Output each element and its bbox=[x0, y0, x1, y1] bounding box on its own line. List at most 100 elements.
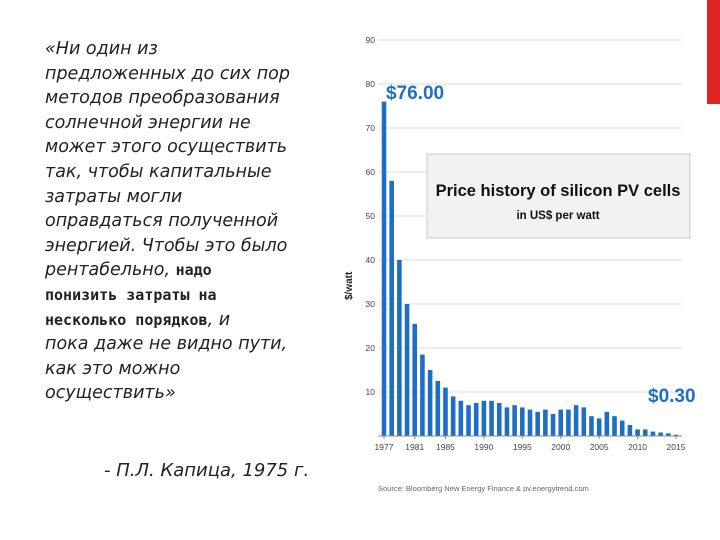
quote-text: осуществить» bbox=[45, 383, 176, 404]
quote-text: «Ни один из bbox=[45, 39, 158, 59]
bar-1988 bbox=[466, 405, 471, 436]
annotation-end-price: $0.30 bbox=[648, 386, 696, 407]
bar-2003 bbox=[581, 407, 587, 436]
quote-line: понизить затраты на bbox=[45, 283, 345, 308]
quote-line: методов преобразования bbox=[45, 86, 345, 111]
x-tick-label: 2010 bbox=[628, 442, 647, 452]
x-tick-label: 2005 bbox=[590, 442, 609, 452]
quote-text: солнечной энергии не bbox=[45, 112, 251, 133]
x-axis-ticks: 1977 1981 1985 1990 1995 2000 2005 2010 2015 bbox=[375, 436, 686, 452]
quote-emphasis: понизить затраты на bbox=[45, 285, 217, 304]
quote-line: несколько порядков, и bbox=[45, 308, 345, 333]
bar-1989 bbox=[473, 403, 479, 436]
bar-1978 bbox=[389, 180, 394, 436]
quote-text: предложенных до сих пор bbox=[45, 63, 290, 84]
quote-text: затраты могли bbox=[45, 186, 183, 207]
bar-1994 bbox=[512, 405, 517, 436]
quote-text: пока даже не видно пути, bbox=[45, 334, 288, 355]
quote-line: так, чтобы капитальные bbox=[45, 160, 345, 185]
quote-text: оправдаться полученной bbox=[45, 211, 279, 232]
quote-text: , и bbox=[207, 309, 231, 330]
bar-1984 bbox=[435, 381, 441, 436]
annotation-start-price: $76.00 bbox=[386, 83, 444, 104]
bar-1987 bbox=[458, 400, 464, 436]
bar-2004 bbox=[589, 416, 594, 436]
chart-title-box: Price history of silicon PV cells in US$… bbox=[426, 153, 691, 239]
quote-text: может этого осуществить bbox=[45, 137, 288, 158]
bar-series bbox=[381, 101, 679, 436]
bar-2001 bbox=[566, 409, 571, 436]
quote-line: предложенных до сих пор bbox=[45, 62, 345, 87]
pv-price-chart: 10 20 30 40 50 60 70 80 90 1977 1981 1985 1990 1995 2… bbox=[344, 35, 696, 493]
bar-2000 bbox=[558, 409, 564, 436]
bar-1990 bbox=[481, 400, 487, 436]
bar-1996 bbox=[527, 409, 533, 436]
quote-line: как это можно bbox=[45, 357, 345, 382]
bar-1980 bbox=[404, 304, 410, 436]
x-tick-label: 1995 bbox=[513, 442, 532, 452]
x-tick-label: 2000 bbox=[551, 442, 570, 452]
bar-1993 bbox=[504, 407, 510, 436]
bar-1998 bbox=[543, 409, 548, 436]
bar-2002 bbox=[573, 405, 579, 436]
bar-2006 bbox=[604, 411, 610, 436]
bar-2005 bbox=[596, 418, 602, 436]
quote-line: затраты могли bbox=[45, 185, 345, 210]
quote-line: оправдаться полученной bbox=[45, 209, 345, 234]
quote-emphasis: надо bbox=[175, 261, 212, 280]
quote-text: энергией. Чтобы это было bbox=[45, 235, 288, 256]
bar-1999 bbox=[550, 414, 556, 436]
quote-text: как это можно bbox=[45, 358, 181, 379]
quote-text: так, чтобы капитальные bbox=[45, 161, 272, 182]
y-axis-label: $/watt bbox=[344, 271, 355, 300]
quote-text: рентабельно, bbox=[45, 260, 176, 281]
bar-1983 bbox=[427, 370, 433, 436]
x-tick-label: 1977 bbox=[375, 442, 394, 452]
y-tick-label: 90 bbox=[366, 35, 376, 45]
bar-1995 bbox=[520, 407, 525, 436]
quote-line: «Ни один из bbox=[45, 37, 345, 62]
kapitsa-quote: «Ни один из предложенных до сих пор методо… bbox=[45, 37, 345, 406]
quote-author: - П.Л. Капица, 1975 г. bbox=[104, 460, 310, 481]
bar-1982 bbox=[420, 354, 425, 436]
bar-1986 bbox=[450, 396, 456, 436]
bar-2010 bbox=[635, 429, 640, 436]
bar-1979 bbox=[397, 260, 402, 436]
x-tick-label: 1985 bbox=[436, 442, 455, 452]
bar-2012 bbox=[650, 431, 656, 436]
quote-text: методов преобразования bbox=[45, 88, 280, 109]
chart-title: Price history of silicon PV cells bbox=[436, 182, 681, 200]
bar-1992 bbox=[496, 403, 502, 436]
bar-1981 bbox=[412, 323, 418, 436]
x-tick-label: 1981 bbox=[405, 442, 424, 452]
chart-source: Source: Bloomberg New Energy Finance & p… bbox=[378, 484, 589, 493]
bar-2015 bbox=[673, 434, 679, 436]
bar-2009 bbox=[627, 425, 633, 436]
y-tick-label: 60 bbox=[366, 167, 376, 177]
x-tick-label: 2015 bbox=[667, 442, 686, 452]
y-tick-label: 50 bbox=[366, 211, 376, 221]
bar-2013 bbox=[658, 432, 663, 436]
y-tick-label: 80 bbox=[366, 79, 376, 89]
y-tick-label: 30 bbox=[366, 299, 376, 309]
quote-line: энергией. Чтобы это было bbox=[45, 234, 345, 259]
y-axis-ticks: 10 20 30 40 50 60 70 80 90 bbox=[366, 35, 376, 397]
x-tick-label: 1990 bbox=[474, 442, 493, 452]
y-tick-label: 70 bbox=[366, 123, 376, 133]
bar-1985 bbox=[443, 387, 448, 436]
bar-2014 bbox=[666, 433, 671, 436]
quote-emphasis: несколько порядков bbox=[45, 310, 208, 329]
bar-1997 bbox=[535, 411, 540, 436]
quote-line: рентабельно, надо bbox=[45, 258, 345, 283]
bar-2008 bbox=[619, 420, 625, 436]
quote-line: осуществить» bbox=[45, 381, 345, 406]
bar-1991 bbox=[489, 400, 494, 436]
title-box-background bbox=[426, 153, 691, 239]
bar-2011 bbox=[642, 429, 648, 436]
y-tick-label: 10 bbox=[366, 387, 376, 397]
y-tick-label: 40 bbox=[366, 255, 376, 265]
bar-1977 bbox=[381, 101, 387, 436]
quote-line: может этого осуществить bbox=[45, 135, 345, 160]
red-accent-bar bbox=[707, 0, 720, 104]
bar-2007 bbox=[612, 416, 617, 436]
